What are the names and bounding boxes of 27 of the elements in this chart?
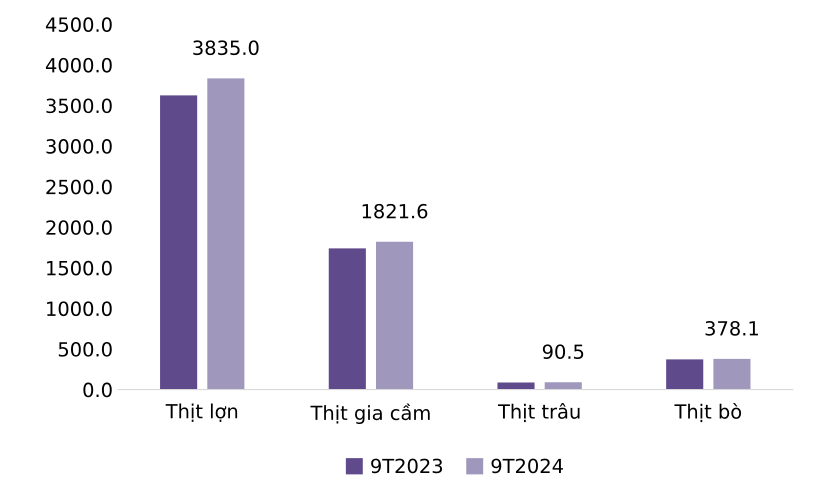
y-tick-label: 1500.0 [47, 260, 112, 276]
legend-label: 9T2023 [371, 458, 442, 474]
y-tick-label: 4000.0 [46, 58, 112, 73]
legend-label: 9T2024 [492, 458, 563, 474]
data-label: 3835.0 [193, 40, 259, 56]
y-tick-label: 500.0 [58, 342, 112, 357]
y-tick-label: 2500.0 [46, 180, 112, 194]
x-tick-label: Thịt bò [674, 403, 742, 422]
x-tick-label: Thịt lợn [166, 403, 238, 422]
y-tick-label: 2000.0 [46, 220, 112, 235]
y-tick-label: 3000.0 [46, 139, 112, 154]
y-tick-label: 0.0 [83, 382, 112, 398]
bar [207, 78, 244, 390]
x-tick-label: Thịt trâu [498, 403, 580, 422]
data-label: 90.5 [542, 344, 584, 360]
data-label: 1821.6 [362, 204, 428, 219]
bar [328, 248, 366, 390]
bar [497, 382, 535, 390]
bar [666, 359, 704, 390]
bar [376, 242, 414, 390]
y-tick-label: 4500.0 [46, 17, 112, 32]
bar [713, 358, 750, 390]
y-tick-label: 1000.0 [47, 301, 112, 316]
y-tick-label: 3500.0 [46, 98, 112, 114]
bar [160, 95, 198, 390]
data-label: 378.1 [706, 320, 758, 336]
x-tick-label: Thịt gia cầm [310, 403, 430, 424]
